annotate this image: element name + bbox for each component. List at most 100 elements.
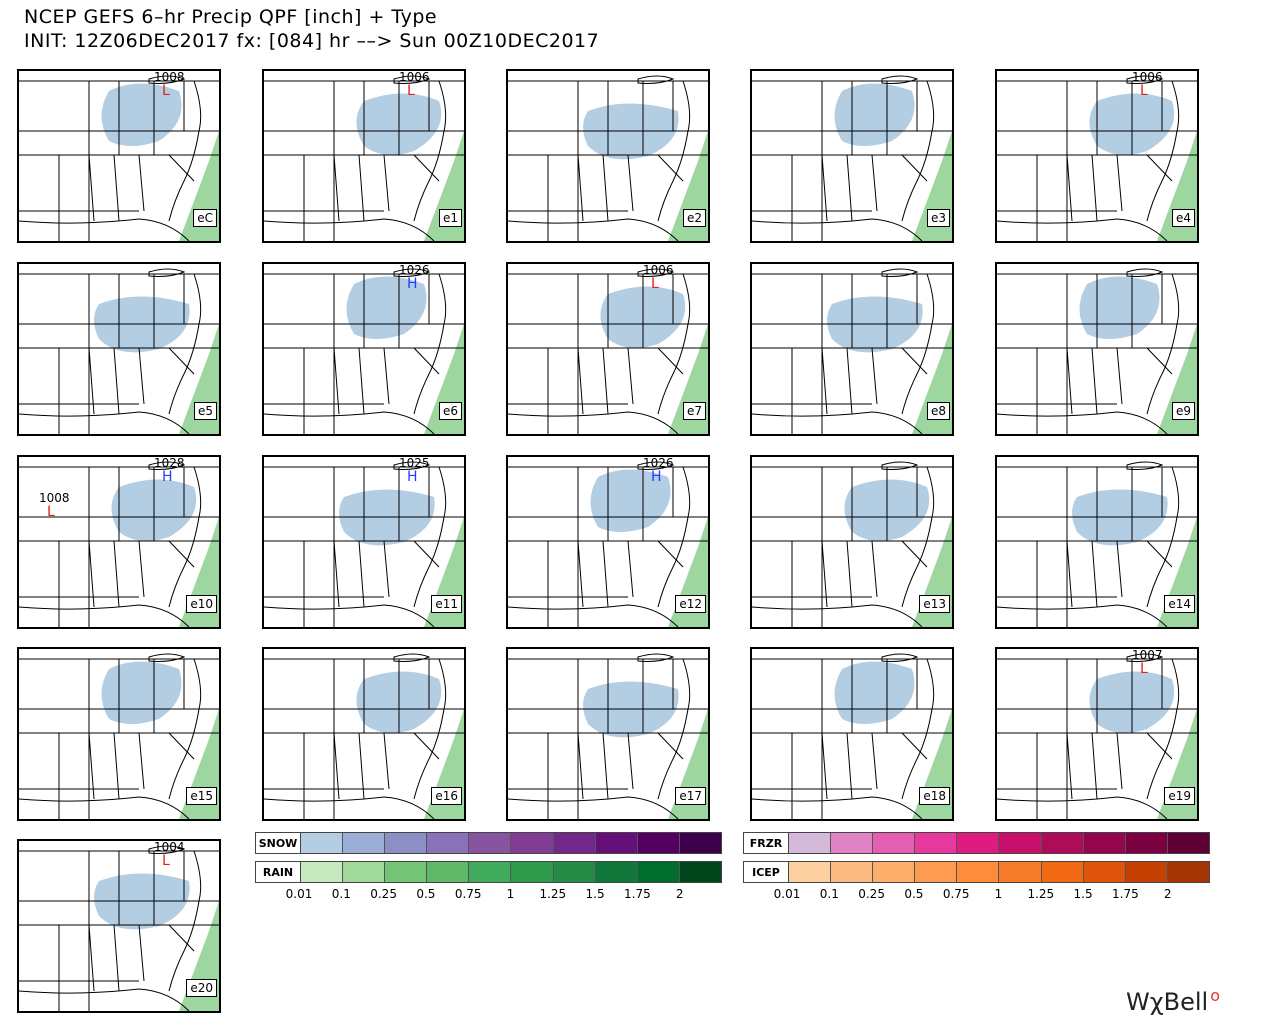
state-boundary [602, 154, 609, 222]
frzr-swatch [1041, 833, 1084, 853]
low-pressure-marker: L [162, 853, 170, 869]
state-boundary [901, 732, 928, 760]
state-boundary [413, 540, 440, 568]
pressure-value: 1006 [399, 71, 430, 84]
state-boundary [637, 75, 675, 84]
icep-swatch [1083, 862, 1126, 882]
frzr-swatch [789, 833, 832, 853]
state-boundary [881, 268, 919, 277]
state-boundary [821, 154, 828, 222]
state-boundary [383, 154, 390, 212]
ensemble-panel-e8: e8 [750, 262, 954, 436]
snow-swatch [469, 833, 512, 853]
state-boundary [113, 924, 120, 992]
state-boundary [1091, 154, 1098, 222]
state-boundary [1066, 154, 1073, 222]
state-boundary [148, 653, 186, 662]
ensemble-panel-e15: e15 [17, 647, 221, 821]
rain-swatch [469, 862, 512, 882]
state-boundary [393, 653, 431, 662]
member-label: e14 [1164, 595, 1195, 613]
state-boundary [508, 218, 679, 241]
state-boundary [168, 466, 202, 608]
member-label: e4 [1171, 209, 1195, 227]
ensemble-panel-e2: e2 [506, 69, 710, 243]
legend-ticks-right: 0.01 0.1 0.25 0.5 0.75 1 1.25 1.5 1.75 2 [743, 887, 1210, 903]
state-boundary [413, 80, 447, 222]
ensemble-panel-e13: e13 [750, 455, 954, 629]
rain-legend-bar: RAIN [255, 861, 722, 883]
state-boundary [577, 154, 584, 222]
legend-tick-label: 0.1 [819, 887, 839, 901]
legend-tick-label: 0.75 [942, 887, 970, 901]
pressure-value: 1028 [154, 457, 185, 470]
frzr-legend-label: FRZR [744, 833, 789, 853]
legend-tick-label: 1 [506, 887, 515, 901]
state-boundary [901, 540, 928, 568]
state-boundary [138, 347, 145, 405]
state-boundary [393, 75, 431, 84]
pressure-value: 1008 [154, 71, 185, 84]
state-boundary [1146, 154, 1173, 182]
pressure-value: 1006 [643, 264, 674, 277]
state-boundary [413, 347, 440, 375]
icep-legend-bar: ICEP [743, 861, 1210, 883]
snow-swatch [595, 833, 638, 853]
state-boundary [383, 540, 390, 598]
state-boundary [264, 796, 435, 819]
state-boundary [871, 347, 878, 405]
legend-tick-label: 0.75 [454, 887, 482, 901]
panel-map-e5 [19, 268, 219, 434]
brand-text: WχBell [1126, 988, 1209, 1016]
rain-swatch [637, 862, 680, 882]
snow-swatch [511, 833, 554, 853]
member-label: e20 [186, 979, 217, 997]
low-pressure-marker: L [162, 83, 170, 99]
ensemble-panel-e5: e5 [17, 262, 221, 436]
high-pressure-marker: H [407, 469, 418, 485]
state-boundary [358, 540, 365, 608]
state-boundary [871, 540, 878, 598]
state-boundary [1116, 540, 1123, 598]
state-boundary [148, 845, 186, 854]
state-boundary [168, 924, 195, 952]
member-label: e6 [438, 402, 462, 420]
ensemble-panel-e17: e17 [506, 647, 710, 821]
state-boundary [358, 347, 365, 415]
legend-tick-label: 1.75 [1112, 887, 1139, 901]
state-boundary [1066, 732, 1073, 800]
state-boundary [168, 540, 195, 568]
state-boundary [19, 796, 190, 819]
state-boundary [168, 80, 202, 222]
legend-tick-label: 0.25 [370, 887, 397, 901]
state-boundary [657, 273, 691, 415]
snow-legend-label: SNOW [256, 833, 301, 853]
member-label: e13 [919, 595, 950, 613]
member-label: e10 [186, 595, 217, 613]
state-boundary [997, 218, 1168, 241]
state-boundary [1116, 154, 1123, 212]
icep-swatch [1041, 862, 1084, 882]
state-boundary [1126, 268, 1164, 277]
legend-tick-label: 0.01 [773, 887, 801, 901]
state-boundary [358, 732, 365, 800]
state-boundary [383, 732, 390, 790]
icep-swatch [999, 862, 1042, 882]
rain-swatch [343, 862, 386, 882]
low-pressure-marker: L [1140, 661, 1148, 677]
state-boundary [846, 347, 853, 415]
state-boundary [1126, 75, 1164, 84]
rain-swatch [301, 862, 344, 882]
icep-swatch [1167, 862, 1209, 882]
state-boundary [627, 154, 634, 212]
rain-legend-label: RAIN [256, 862, 301, 882]
snow-swatch [679, 833, 721, 853]
state-boundary [19, 218, 190, 241]
state-boundary [88, 154, 95, 222]
state-boundary [901, 466, 935, 608]
